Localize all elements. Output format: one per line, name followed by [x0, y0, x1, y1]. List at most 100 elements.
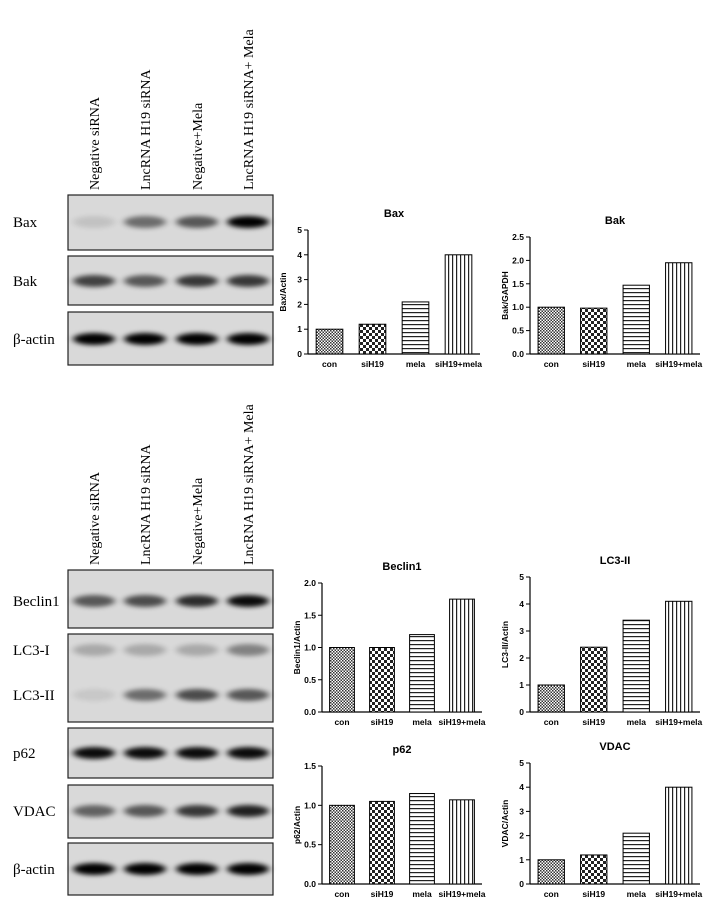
bar: [622, 284, 650, 355]
lane-label: LncRNA H19 siRNA+ Mela: [242, 28, 257, 190]
blot-band: [176, 805, 218, 817]
blot-band: [124, 275, 166, 287]
x-tick-label: mela: [627, 889, 647, 899]
chart-title: p62: [393, 744, 412, 756]
x-tick-label: mela: [412, 889, 432, 899]
x-tick-label: siH19: [371, 717, 394, 727]
bar: [369, 647, 395, 713]
y-tick-label: 2.5: [512, 232, 524, 242]
blot-band: [124, 644, 166, 656]
bar: [369, 800, 395, 885]
bar: [580, 646, 608, 713]
chart-title: Bax: [384, 208, 405, 220]
blot-band: [227, 644, 269, 656]
y-axis-label: Bak/GAPDH: [500, 271, 510, 320]
chart-title: VDAC: [599, 741, 630, 753]
x-tick-label: con: [334, 889, 349, 899]
y-tick-label: 1: [519, 855, 524, 865]
bar: [622, 619, 650, 713]
bar: [329, 804, 355, 885]
x-tick-label: siH19: [582, 889, 605, 899]
bar: [537, 306, 565, 355]
x-tick-label: siH19: [582, 717, 605, 727]
y-tick-label: 1.5: [512, 279, 524, 289]
bar: [665, 786, 693, 885]
y-tick-label: 1.0: [512, 302, 524, 312]
blot-band: [73, 595, 115, 607]
blot-band: [73, 805, 115, 817]
y-tick-label: 1.0: [304, 643, 316, 653]
x-tick-label: con: [544, 359, 559, 369]
row-label: β-actin: [13, 862, 55, 878]
blot-band: [73, 644, 115, 656]
blot-band: [73, 333, 115, 345]
blot-band: [124, 805, 166, 817]
x-tick-label: siH19+mela: [435, 359, 482, 369]
blot-band: [124, 216, 166, 228]
x-tick-label: siH19+mela: [438, 889, 485, 899]
y-tick-label: 4: [297, 250, 302, 260]
blot-band: [124, 689, 166, 701]
y-tick-label: 0.5: [304, 840, 316, 850]
y-tick-label: 3: [297, 275, 302, 285]
blot-band: [73, 689, 115, 701]
bar: [622, 832, 650, 885]
x-tick-label: siH19: [582, 359, 605, 369]
bar: [401, 301, 430, 355]
x-tick-label: mela: [627, 717, 647, 727]
y-tick-label: 0.0: [304, 879, 316, 889]
lane-label: Negative siRNA: [88, 471, 103, 565]
y-axis-label: Beclin1/Actin: [292, 621, 302, 675]
lane-label: Negative siRNA: [88, 96, 103, 190]
x-tick-label: mela: [406, 359, 426, 369]
bar: [665, 262, 693, 355]
bar: [580, 854, 608, 885]
x-tick-label: siH19+mela: [655, 717, 702, 727]
x-tick-label: con: [334, 717, 349, 727]
bar: [449, 799, 475, 885]
chart-title: Bak: [605, 215, 626, 227]
y-tick-label: 3: [519, 806, 524, 816]
blot-band: [176, 595, 218, 607]
blot-band: [227, 747, 269, 759]
chart-title: Beclin1: [382, 561, 421, 573]
y-tick-label: 5: [519, 758, 524, 768]
y-axis-label: LC3-II/Actin: [500, 621, 510, 668]
y-tick-label: 3: [519, 626, 524, 636]
y-tick-label: 1.5: [304, 610, 316, 620]
y-tick-label: 4: [519, 599, 524, 609]
y-tick-label: 2: [519, 831, 524, 841]
bar: [537, 859, 565, 885]
row-label: LC3-II: [13, 688, 55, 704]
bar: [358, 323, 387, 355]
blot-band: [73, 747, 115, 759]
y-tick-label: 0: [519, 879, 524, 889]
x-tick-label: mela: [627, 359, 647, 369]
blot-band: [176, 689, 218, 701]
lane-label: Negative+Mela: [191, 102, 206, 190]
y-axis-label: Bax/Actin: [278, 272, 288, 311]
x-tick-label: siH19+mela: [655, 359, 702, 369]
x-tick-label: con: [544, 717, 559, 727]
y-tick-label: 0.5: [304, 675, 316, 685]
y-tick-label: 5: [297, 225, 302, 235]
blot-band: [227, 216, 269, 228]
x-tick-label: con: [322, 359, 337, 369]
row-label: β-actin: [13, 332, 55, 348]
x-tick-label: siH19: [371, 889, 394, 899]
y-tick-label: 2: [297, 299, 302, 309]
lane-label: Negative+Mela: [191, 477, 206, 565]
blot-band: [73, 275, 115, 287]
bar: [409, 793, 435, 885]
x-tick-label: siH19: [361, 359, 384, 369]
y-tick-label: 5: [519, 572, 524, 582]
blot-band: [227, 333, 269, 345]
y-tick-label: 0.0: [304, 707, 316, 717]
lane-label: LncRNA H19 siRNA: [139, 69, 154, 190]
y-tick-label: 2: [519, 653, 524, 663]
bar: [329, 647, 355, 713]
x-tick-label: siH19+mela: [655, 889, 702, 899]
bar: [444, 254, 473, 355]
blot-band: [227, 863, 269, 875]
